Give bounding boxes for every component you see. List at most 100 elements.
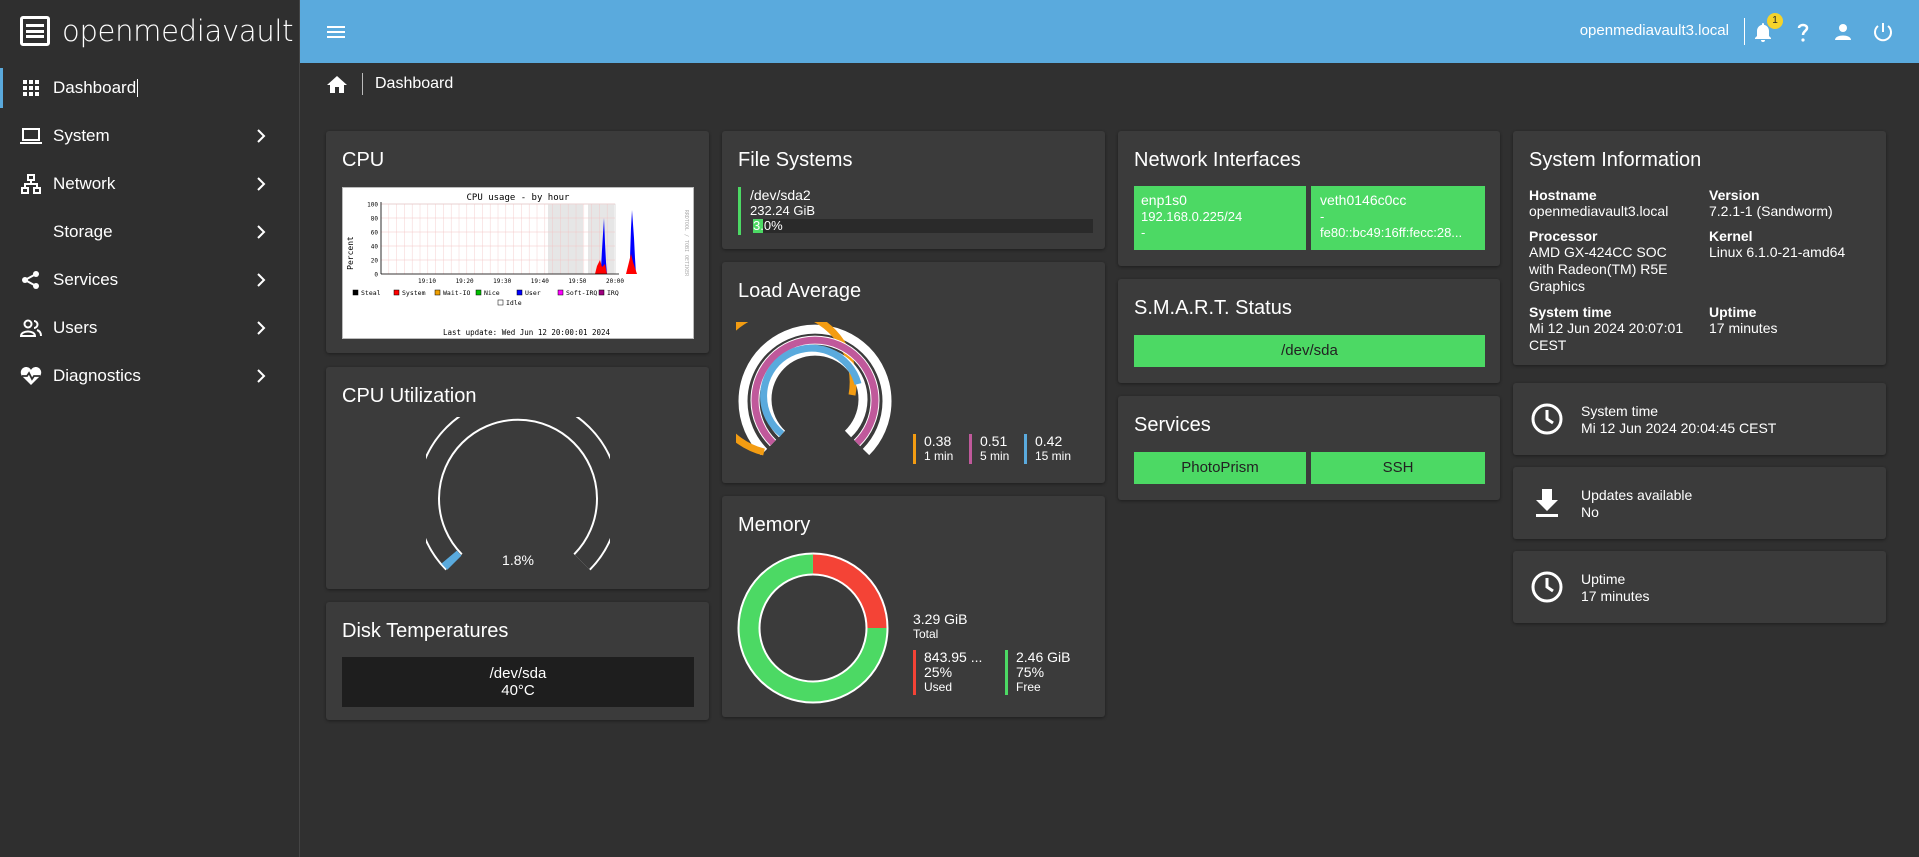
sidebar-item-services[interactable]: Services <box>0 256 299 304</box>
legend-swatch <box>497 299 504 306</box>
storage-icon <box>20 221 42 243</box>
card-title: Services <box>1134 414 1211 436</box>
shaded-band <box>588 204 614 274</box>
legend-swatch <box>475 289 482 296</box>
load-value: 0.42 <box>1035 433 1063 449</box>
clock-icon <box>1531 403 1563 435</box>
y-tick-label: 60 <box>371 230 379 237</box>
fs-usage-fill <box>753 219 764 233</box>
sidebar-item-network[interactable]: Network <box>0 160 299 208</box>
users-icon <box>20 317 42 339</box>
sysinfo-version: Version 7.2.1-1 (Sandworm) <box>1709 187 1879 220</box>
x-tick-label: 19:10 <box>418 278 436 285</box>
chevron-right-icon <box>257 369 266 383</box>
sidebar-item-diagnostics[interactable]: Diagnostics <box>0 352 299 400</box>
card-title: Load Average <box>738 280 862 302</box>
info-value: with Radeon(TM) R5E <box>1529 261 1668 277</box>
memory-used-value: 843.95 ... <box>924 649 983 665</box>
help-icon[interactable] <box>1791 20 1815 44</box>
load-label: 15 min <box>1035 449 1072 463</box>
info-label: Hostname <box>1529 187 1597 203</box>
y-tick-label: 0 <box>374 272 378 279</box>
sidebar-item-label: Users <box>53 318 98 337</box>
y-tick-label: 20 <box>371 258 379 265</box>
smart-device-tile[interactable]: /dev/sda <box>1134 335 1485 367</box>
disk-temperatures-card: Disk Temperatures /dev/sda 40°C <box>326 602 709 720</box>
sidebar-item-label: System <box>53 126 110 145</box>
services-card: Services PhotoPrism SSH <box>1118 396 1500 500</box>
legend-swatch <box>393 289 400 296</box>
sidebar-item-storage[interactable]: Storage <box>0 208 299 256</box>
fs-usage-text: 3.0% <box>753 218 783 233</box>
service-tile-ssh[interactable]: SSH <box>1311 452 1485 484</box>
load-1min: 0.38 1 min <box>913 434 953 464</box>
power-icon[interactable] <box>1871 20 1895 44</box>
widget-title: Uptime <box>1581 571 1626 587</box>
sidebar-item-label: Dashboard <box>53 78 137 97</box>
interface-name: enp1s0 <box>1141 192 1187 208</box>
user-icon[interactable] <box>1831 20 1855 44</box>
widget-text: System time Mi 12 Jun 2024 20:04:45 CEST <box>1581 403 1776 437</box>
menu-icon[interactable] <box>326 22 346 42</box>
info-value: 17 minutes <box>1709 320 1778 336</box>
notification-badge: 1 <box>1767 13 1783 29</box>
memory-used: 843.95 ... 25% Used <box>913 650 982 695</box>
interface-address6: - <box>1141 225 1146 240</box>
system-time-widget: System time Mi 12 Jun 2024 20:04:45 CEST <box>1513 383 1886 455</box>
load-5min: 0.51 5 min <box>969 434 1009 464</box>
sysinfo-hostname: Hostname openmediavault3.local <box>1529 187 1699 220</box>
chevron-right-icon <box>257 177 266 191</box>
memory-used-label: Used <box>924 680 953 694</box>
chart-ylabel: Percent <box>346 236 355 270</box>
bell-icon[interactable] <box>1751 20 1775 44</box>
widget-value: 17 minutes <box>1581 588 1650 604</box>
info-value: Mi 12 Jun 2024 20:07:01 <box>1529 320 1684 336</box>
info-label: Processor <box>1529 228 1598 244</box>
service-tile-photoprism[interactable]: PhotoPrism <box>1134 452 1306 484</box>
sidebar-item-label: Diagnostics <box>53 366 141 385</box>
sidebar-item-system[interactable]: System <box>0 112 299 160</box>
memory-donut <box>737 552 889 704</box>
network-icon <box>20 173 42 195</box>
widget-title: Updates available <box>1581 487 1693 503</box>
card-title: CPU Utilization <box>342 385 477 407</box>
chevron-right-icon <box>257 321 266 335</box>
smart-status-card: S.M.A.R.T. Status /dev/sda <box>1118 279 1500 383</box>
y-tick-label: 80 <box>371 216 379 223</box>
x-tick-label: 19:30 <box>493 278 511 285</box>
logo-icon <box>20 16 50 46</box>
x-tick-label: 19:40 <box>531 278 549 285</box>
info-value: AMD GX-424CC SOC <box>1529 244 1667 260</box>
sysinfo-uptime: Uptime 17 minutes <box>1709 304 1879 337</box>
load-label: 1 min <box>924 449 954 463</box>
network-interfaces-card: Network Interfaces enp1s0 192.168.0.225/… <box>1118 131 1500 266</box>
breadcrumb-current: Dashboard <box>375 75 454 92</box>
cpu-utilization-card: CPU Utilization 1.8% <box>326 367 709 589</box>
hostname-label: openmediavault3.local <box>1579 22 1729 39</box>
updates-widget: Updates available No <box>1513 467 1886 539</box>
sidebar-item-label: Network <box>53 174 116 193</box>
cpu-utilization-gauge: 1.8% <box>426 417 610 571</box>
sidebar-item-users[interactable]: Users <box>0 304 299 352</box>
brand[interactable]: openmediavault <box>0 0 299 62</box>
fs-device: /dev/sda2 <box>750 187 811 203</box>
network-interface-tile[interactable]: enp1s0 192.168.0.225/24 - <box>1134 186 1306 250</box>
shaded-band <box>548 204 583 274</box>
info-label: Uptime <box>1709 304 1757 320</box>
home-icon[interactable] <box>326 74 348 94</box>
breadcrumb: Dashboard <box>326 72 453 96</box>
widget-text: Uptime 17 minutes <box>1581 571 1649 605</box>
info-value: 7.2.1-1 (Sandworm) <box>1709 203 1833 219</box>
network-interface-tile[interactable]: veth0146c0cc - fe80::bc49:16ff:fecc:28..… <box>1311 186 1485 250</box>
memory-free-arc <box>739 554 887 702</box>
chart-title: CPU usage - by hour <box>467 193 571 203</box>
sidebar-item-dashboard[interactable]: Dashboard <box>0 64 299 112</box>
legend-swatch <box>434 289 441 296</box>
filesystem-item[interactable]: /dev/sda2 232.24 GiB 3.0% <box>738 187 1093 235</box>
interface-address: 192.168.0.225/24 <box>1141 209 1243 224</box>
topbar: openmediavault3.local <box>300 0 1919 63</box>
sidebar-item-label: Services <box>53 270 119 289</box>
sysinfo-processor: Processor AMD GX-424CC SOC with Radeon(T… <box>1529 228 1699 295</box>
memory-free-value: 2.46 GiB <box>1016 649 1071 665</box>
memory-total-value: 3.29 GiB <box>913 611 968 627</box>
